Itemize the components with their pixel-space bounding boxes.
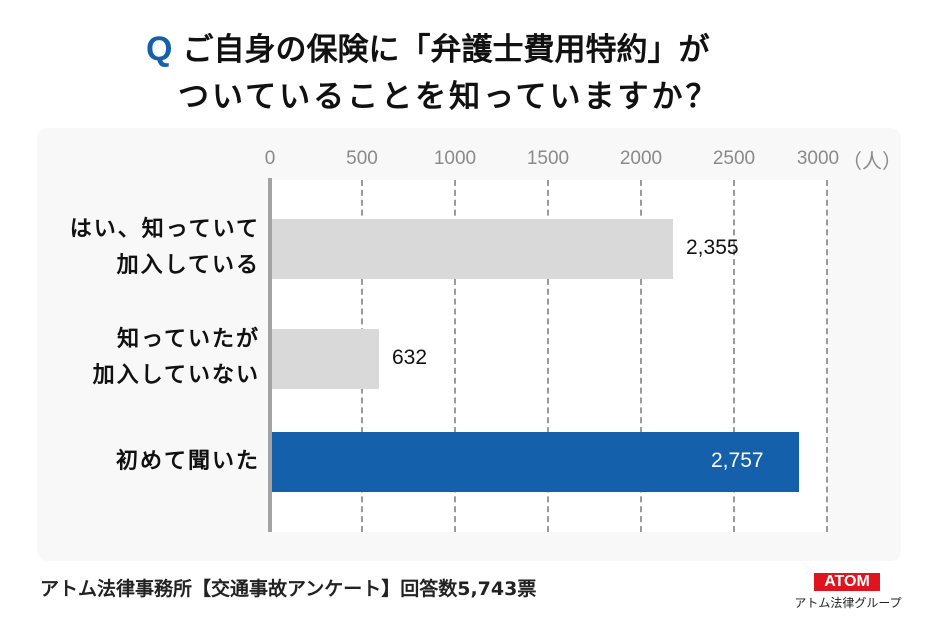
atom-logo: ATOM xyxy=(814,573,880,591)
tick-label-0: 0 xyxy=(264,148,276,169)
category-label-aware-not-enrolled: 知っていたが 加入していない xyxy=(93,322,260,394)
tick-label-3000: 3000 xyxy=(796,148,840,169)
category-label-line: 加入していない xyxy=(92,363,260,388)
gridline-1000 xyxy=(454,180,456,532)
title-line-1: Q ご自身の保険に「弁護士費用特約」が xyxy=(146,24,709,75)
atom-logo-subtitle: アトム法律グループ xyxy=(794,596,902,610)
bar-first-heard xyxy=(272,432,799,492)
bar-value-first-heard: 2,757 xyxy=(711,449,764,472)
tick-label-500: 500 xyxy=(346,148,378,169)
title-text-1: ご自身の保険に「弁護士費用特約」が xyxy=(182,32,710,68)
gridline-3000 xyxy=(826,180,828,532)
tick-label-1000: 1000 xyxy=(433,148,477,169)
q-mark-icon: Q xyxy=(146,30,173,68)
category-label-line: 初めて聞いた xyxy=(115,449,260,474)
tick-label-2000: 2000 xyxy=(619,148,663,169)
tick-label-2500: 2500 xyxy=(712,148,756,169)
category-label-line: 知っていたが xyxy=(117,327,260,352)
category-label-first-heard: 初めて聞いた xyxy=(116,444,260,480)
category-label-line: はい、知っていて xyxy=(69,217,260,242)
survey-note: アトム法律事務所【交通事故アンケート】回答数5,743票 xyxy=(40,578,537,600)
tick-label-1500: 1500 xyxy=(526,148,570,169)
gridline-1500 xyxy=(547,180,549,532)
title-line-2: ついていることを知っていますか？ xyxy=(178,79,720,115)
bar-value-aware-enrolled: 2,355 xyxy=(686,236,739,259)
y-axis-line xyxy=(268,178,272,532)
category-label-aware-enrolled: はい、知っていて 加入している xyxy=(70,212,260,284)
bar-aware-enrolled xyxy=(272,219,673,279)
category-label-line: 加入している xyxy=(116,253,260,278)
gridline-2500 xyxy=(733,180,735,532)
bar-value-aware-not-enrolled: 632 xyxy=(392,346,428,369)
axis-unit-label: （人） xyxy=(842,149,902,173)
gridline-2000 xyxy=(640,180,642,532)
bar-aware-not-enrolled xyxy=(272,329,379,389)
